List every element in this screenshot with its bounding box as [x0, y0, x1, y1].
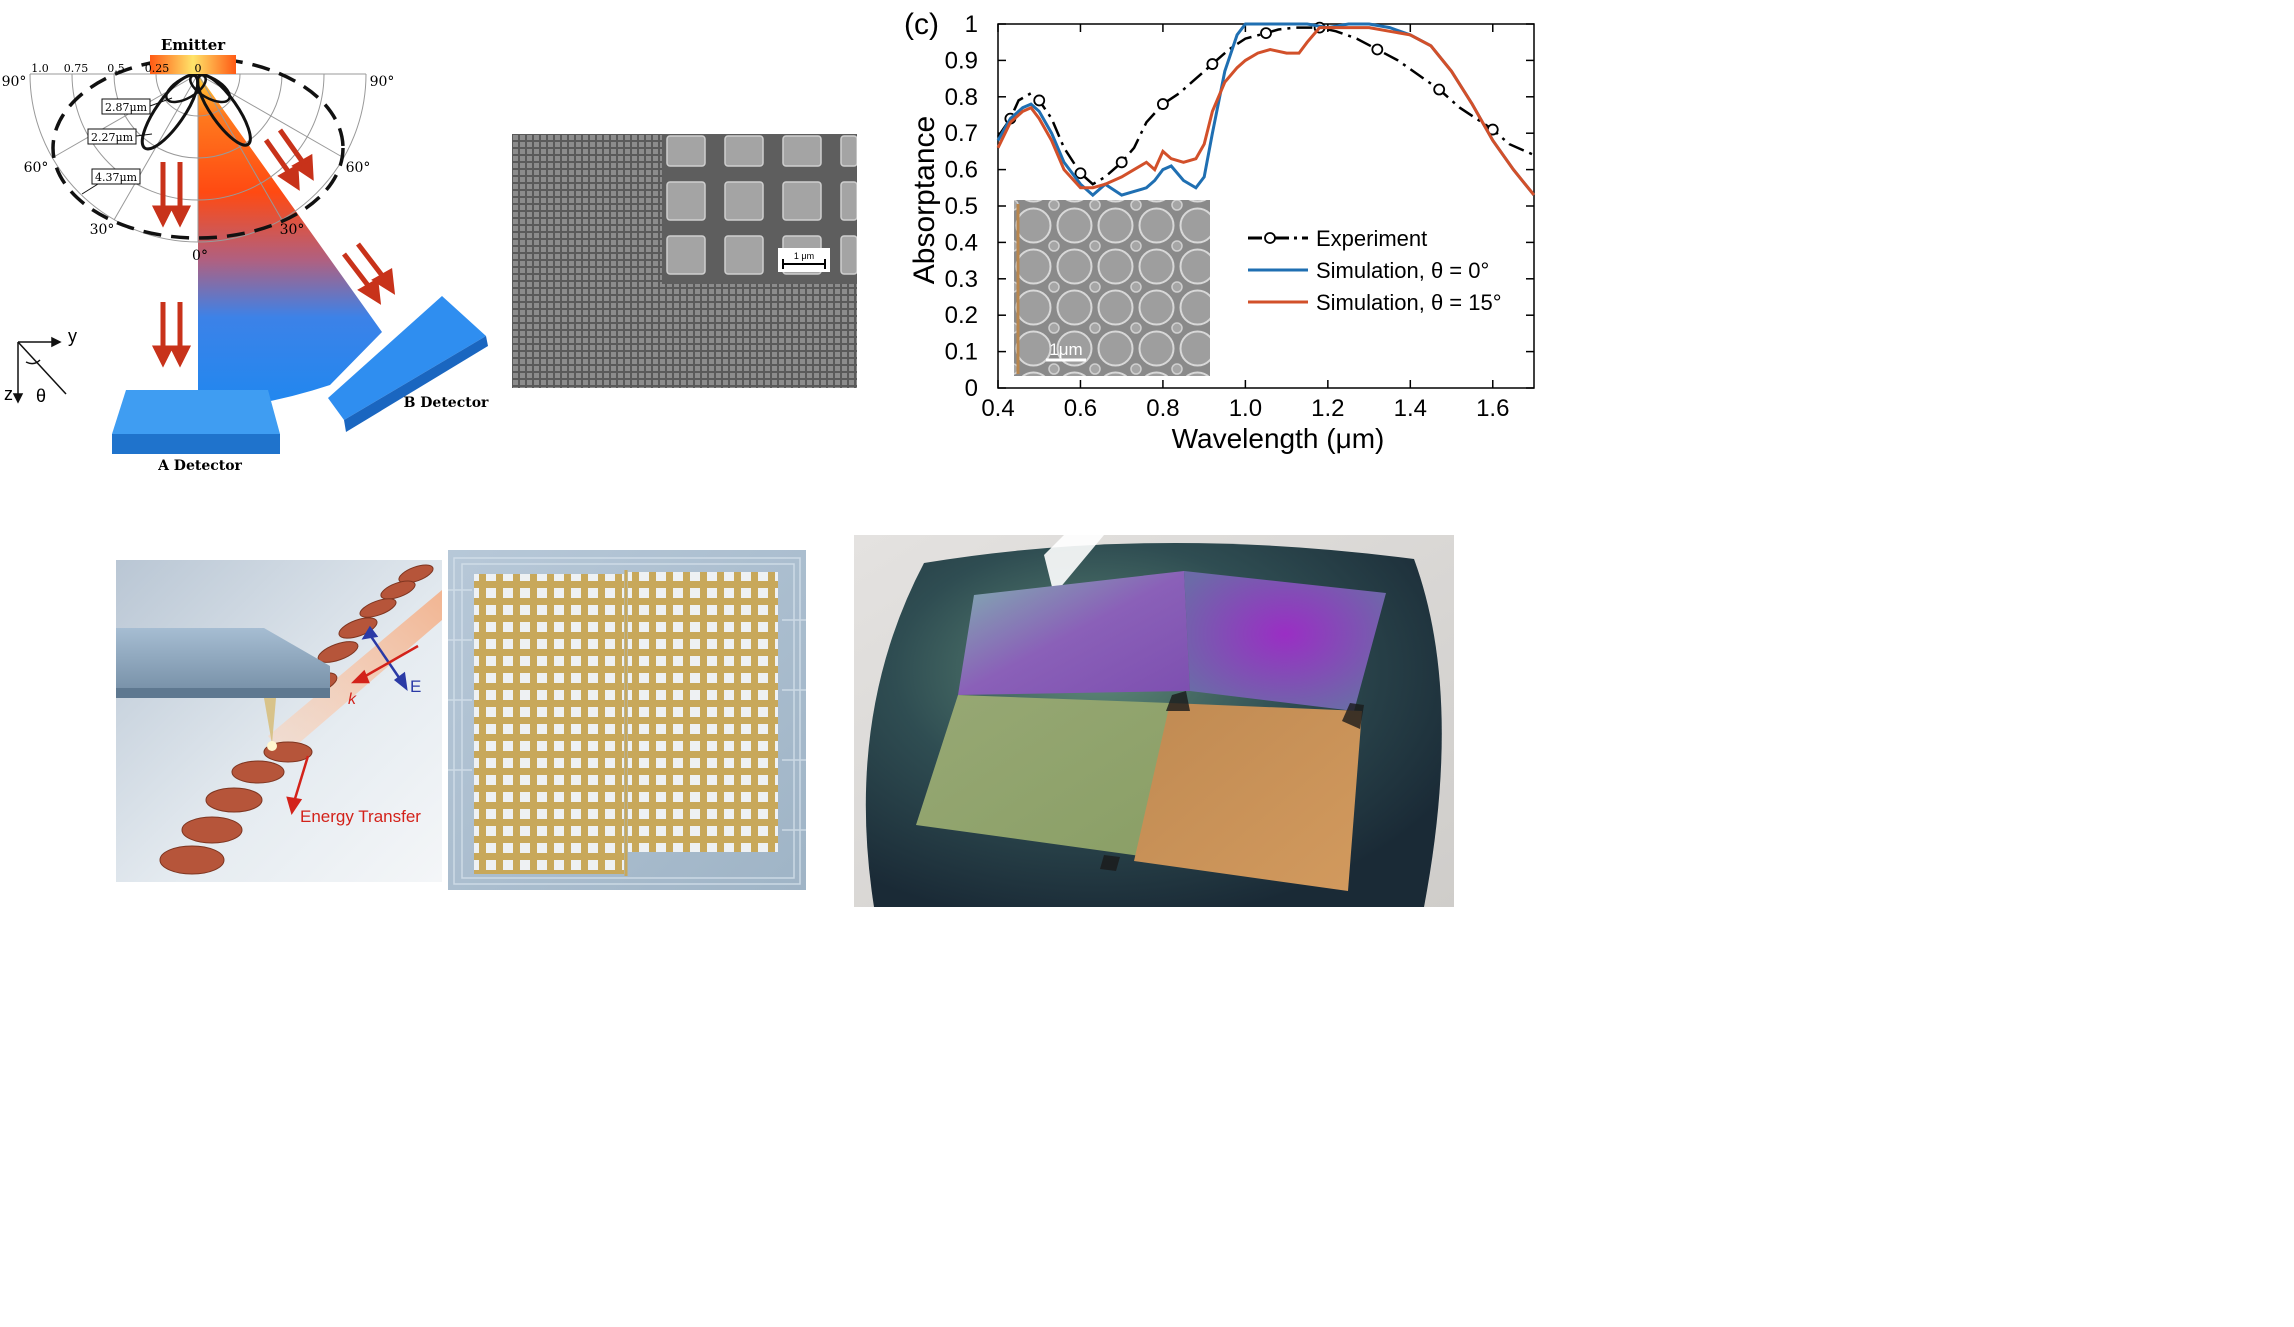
nanoantenna-illustration: E k Energy Transfer — [116, 560, 442, 882]
sem-scale-bar: 1 μm — [794, 251, 814, 261]
experiment-marker — [1371, 43, 1384, 56]
sample-square-teal — [958, 571, 1190, 695]
y-tick-label: 1 — [965, 11, 978, 38]
nanoantenna-illustration-panel: E k Energy Transfer — [116, 560, 442, 882]
experiment-marker — [1033, 94, 1046, 107]
sem-image: 1 μm — [512, 134, 858, 388]
experiment-marker — [1074, 167, 1087, 180]
svg-text:2.27μm: 2.27μm — [91, 131, 134, 144]
radial-tick: 0.75 — [64, 62, 89, 75]
detector-a — [112, 390, 280, 454]
experiment-marker — [1115, 156, 1128, 169]
angle-label: 90° — [2, 74, 27, 90]
afm-cantilever — [116, 628, 330, 688]
angle-label: 60° — [346, 160, 371, 176]
coordinate-axes-icon — [12, 336, 67, 404]
detector-b — [328, 296, 488, 432]
y-tick-label: 0.9 — [945, 47, 978, 74]
e-field-arrow-icon — [361, 625, 408, 691]
y-tick-label: 0.6 — [945, 157, 978, 184]
inset-scale-bar: 1μm — [1049, 340, 1082, 359]
wafer-photo — [854, 535, 1454, 907]
emission-diagram: Emitter 1.0 0.75 0.5 0.25 0 90° 90° 60° … — [2, 36, 489, 474]
emitter-block — [150, 55, 236, 74]
y-tick-label: 0.1 — [945, 339, 978, 366]
x-tick-label: 1.6 — [1476, 395, 1509, 422]
k-vector-label: k — [348, 691, 357, 708]
lobe-2-87 — [165, 72, 207, 104]
chart-legend: Experiment Simulation, θ = 0° Simulation, … — [1248, 226, 1502, 315]
lobe-2-27 — [140, 73, 200, 151]
sample-square-purple — [1184, 571, 1386, 711]
experiment-marker — [1433, 83, 1446, 96]
wavelength-label-box: 2.87μm — [101, 97, 173, 115]
mesh-micrograph — [448, 550, 806, 890]
legend-label: Simulation, θ = 15° — [1316, 290, 1502, 315]
y-tick-label: 0.4 — [945, 229, 978, 256]
y-tick-label: 0.3 — [945, 266, 978, 293]
sem-zoom-inset: 1 μm — [662, 134, 858, 284]
absorptance-chart-panel: (c) Absorptance Wavelength (μm) 0.4 0.6 0.… — [890, 0, 2294, 470]
wafer-photo-panel — [854, 535, 1454, 907]
angle-label: 30° — [280, 222, 305, 238]
angle-label: 60° — [24, 160, 49, 176]
chart-xlabel: Wavelength (μm) — [1172, 423, 1385, 454]
axis-z-label: z — [4, 384, 13, 404]
experiment-marker — [1157, 98, 1169, 110]
radial-tick: 0.5 — [107, 62, 125, 75]
k-vector-arrow-icon — [286, 644, 419, 815]
emission-diagram-panel: Emitter 1.0 0.75 0.5 0.25 0 90° 90° 60° … — [0, 0, 520, 480]
series-line-1 — [996, 26, 1535, 186]
legend-label: Simulation, θ = 0° — [1316, 258, 1489, 283]
legend-label: Experiment — [1316, 226, 1427, 251]
x-tick-label: 1.4 — [1394, 395, 1427, 422]
absorptance-chart: (c) Absorptance Wavelength (μm) 0.4 0.6 0.… — [904, 8, 1536, 454]
x-tick-label: 1.2 — [1311, 395, 1344, 422]
axis-y-label: y — [68, 326, 77, 346]
micrograph-panel — [448, 550, 806, 890]
series-line-3 — [996, 26, 1536, 197]
axis-theta-label: θ — [36, 386, 46, 406]
mesh-array-left — [474, 574, 624, 874]
x-tick-label: 1.0 — [1229, 395, 1262, 422]
y-tick-label: 0.5 — [945, 193, 978, 220]
energy-transfer-label: Energy Transfer — [300, 807, 421, 826]
angle-label: 30° — [90, 222, 115, 238]
emission-beam — [198, 74, 382, 412]
svg-text:2.87μm: 2.87μm — [105, 101, 148, 114]
experiment-marker — [1206, 58, 1219, 70]
y-tick-label: 0.7 — [945, 120, 978, 147]
experiment-marker — [1260, 27, 1272, 39]
x-tick-label: 0.6 — [1064, 395, 1097, 422]
y-tick-label: 0.2 — [945, 302, 978, 329]
chart-inset-image: 1μm — [1014, 200, 1210, 376]
wavelength-label-box: 4.37μm — [81, 168, 141, 195]
chart-ylabel: Absorptance — [908, 116, 941, 284]
angle-label: 0° — [192, 248, 208, 264]
flux-arrows-icon — [151, 128, 396, 368]
sem-image-panel: 1 μm — [512, 134, 858, 388]
radial-tick: 0 — [195, 62, 202, 75]
svg-text:4.37μm: 4.37μm — [95, 171, 138, 184]
detector-a-label: A Detector — [157, 458, 242, 474]
sample-square-green — [916, 695, 1170, 857]
legend-marker — [1264, 232, 1276, 244]
x-tick-label: 0.8 — [1146, 395, 1179, 422]
angle-label: 90° — [370, 74, 395, 90]
x-tick-label: 0.4 — [981, 395, 1014, 422]
chart-panel-label: (c) — [904, 8, 939, 41]
e-field-label: E — [410, 677, 421, 696]
y-tick-label: 0 — [965, 375, 978, 402]
radial-tick: 0.25 — [145, 62, 170, 75]
sample-square-orange — [1134, 703, 1362, 891]
mesh-array-right — [628, 572, 778, 852]
detector-b-label: B Detector — [404, 395, 489, 411]
y-tick-label: 0.8 — [945, 84, 978, 111]
afm-tip — [264, 698, 276, 744]
radial-tick: 1.0 — [31, 62, 49, 75]
emitter-label: Emitter — [161, 36, 226, 54]
wavelength-label-box: 2.27μm — [87, 128, 153, 145]
